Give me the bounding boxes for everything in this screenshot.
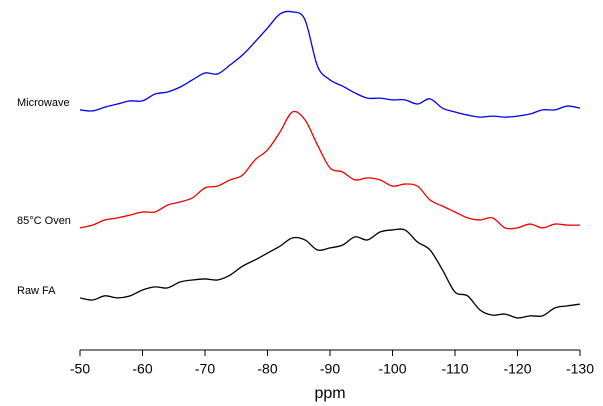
x-tick-label: -60 — [132, 361, 152, 377]
series-label: 85°C Oven — [17, 215, 71, 227]
series-label: Microwave — [17, 97, 70, 109]
x-tick-label: -70 — [195, 361, 215, 377]
x-tick-label: -120 — [503, 361, 531, 377]
x-tick-label: -50 — [70, 361, 90, 377]
x-tick-label: -130 — [566, 361, 594, 377]
spectrum-line — [79, 228, 581, 319]
x-tick-label: -90 — [320, 361, 340, 377]
x-tick-label: -100 — [378, 361, 406, 377]
series-label: Raw FA — [17, 285, 56, 297]
spectrum-line — [79, 110, 581, 230]
spectrum-line — [79, 10, 581, 118]
x-axis-label: ppm — [314, 385, 345, 402]
x-tick-label: -80 — [257, 361, 277, 377]
x-tick-label: -110 — [442, 361, 469, 377]
